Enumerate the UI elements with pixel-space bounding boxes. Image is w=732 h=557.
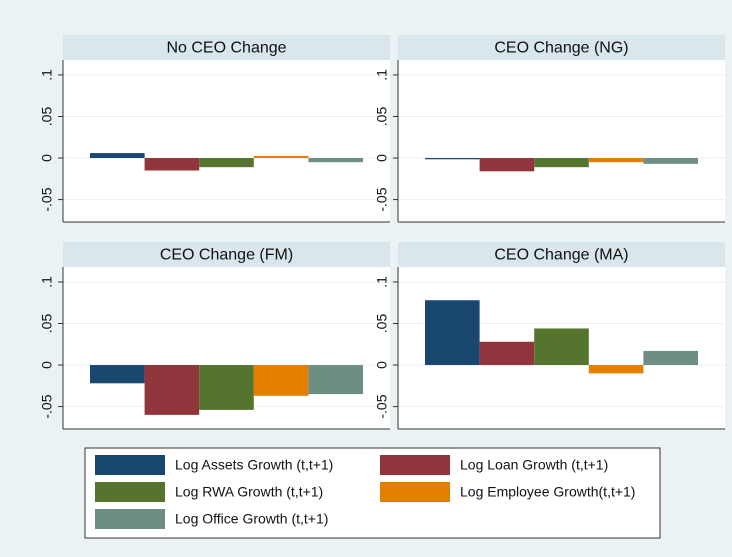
- panel-strip: [398, 35, 725, 60]
- legend-swatch: [380, 482, 450, 502]
- y-tick-label: 0: [374, 154, 390, 162]
- bar: [144, 365, 200, 415]
- panel-title: CEO Change (FM): [160, 247, 293, 264]
- y-tick-label: 0: [39, 154, 55, 162]
- legend-label: Log Loan Growth (t,t+1): [460, 457, 608, 473]
- y-tick-label: -.05: [39, 394, 55, 418]
- y-tick-label: -.05: [39, 187, 55, 211]
- plot-area: [398, 60, 725, 222]
- legend-swatch: [95, 455, 165, 475]
- panel-title: No CEO Change: [166, 40, 286, 57]
- legend-label: Log Employee Growth(t,t+1): [460, 484, 635, 500]
- legend-swatch: [95, 509, 165, 529]
- bar: [253, 365, 309, 396]
- y-tick-label: -.05: [374, 187, 390, 211]
- bar: [199, 365, 254, 410]
- bar: [253, 155, 309, 159]
- bar: [534, 328, 589, 366]
- legend-swatch: [95, 482, 165, 502]
- panel-strip: [63, 242, 390, 267]
- bar: [308, 365, 363, 395]
- legend-swatch: [380, 455, 450, 475]
- y-tick-label: .05: [374, 107, 390, 127]
- y-tick-label: .1: [39, 69, 55, 81]
- legend-box: [84, 447, 661, 539]
- bar: [534, 158, 589, 168]
- bar: [588, 158, 644, 163]
- bar: [308, 158, 363, 163]
- bar: [643, 350, 698, 366]
- bar: [90, 153, 145, 159]
- legend-label: Log RWA Growth (t,t+1): [175, 484, 323, 500]
- y-tick-label: .05: [374, 314, 390, 334]
- bar: [144, 158, 200, 171]
- bar: [425, 300, 480, 366]
- bar: [643, 158, 698, 164]
- bar: [90, 365, 145, 384]
- plot-area: [63, 60, 390, 222]
- y-tick-label: .1: [374, 69, 390, 81]
- panel-title: CEO Change (NG): [494, 40, 628, 57]
- bar: [479, 158, 535, 172]
- y-tick-label: -.05: [374, 394, 390, 418]
- y-tick-label: 0: [39, 361, 55, 369]
- y-tick-label: 0: [374, 361, 390, 369]
- y-tick-label: .1: [39, 276, 55, 288]
- panel-strip: [398, 242, 725, 267]
- legend-label: Log Office Growth (t,t+1): [175, 511, 328, 527]
- panel-title: CEO Change (MA): [494, 247, 628, 264]
- panel-strip: [63, 35, 390, 60]
- bar: [425, 158, 480, 160]
- bar: [199, 158, 254, 168]
- y-tick-label: .05: [39, 314, 55, 334]
- bar: [588, 365, 644, 374]
- legend-label: Log Assets Growth (t,t+1): [175, 457, 333, 473]
- bar: [479, 341, 535, 366]
- y-tick-label: .1: [374, 276, 390, 288]
- y-tick-label: .05: [39, 107, 55, 127]
